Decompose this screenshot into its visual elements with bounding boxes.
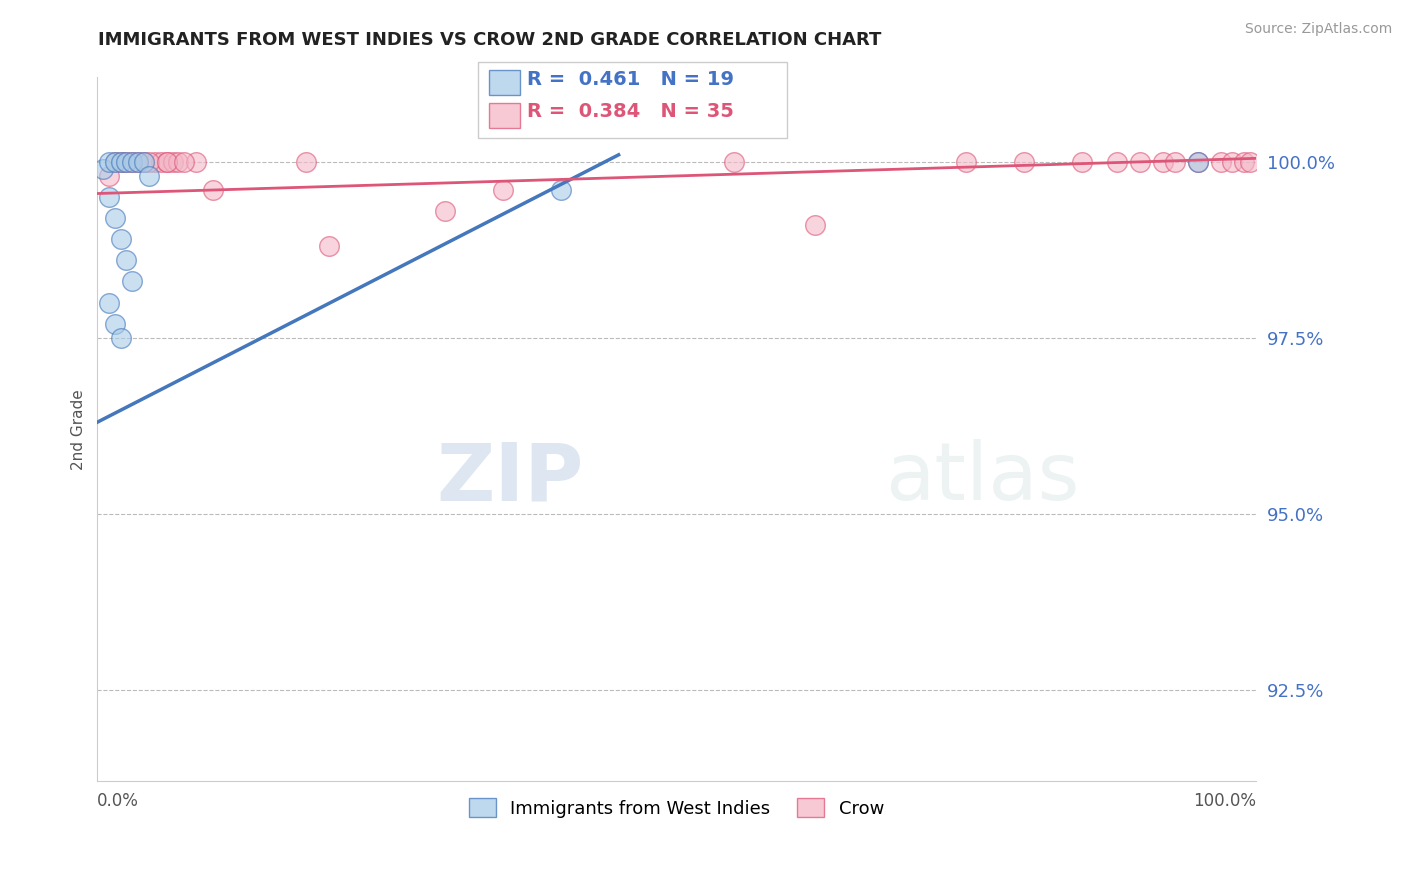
Point: [1163, 154, 1185, 169]
Point: [173, 154, 195, 169]
Point: [804, 218, 827, 232]
Point: [115, 154, 138, 169]
Point: [492, 183, 515, 197]
Point: [121, 154, 143, 169]
Point: [104, 211, 127, 226]
Point: [1209, 154, 1232, 169]
Point: [104, 317, 127, 331]
Point: [97, 154, 120, 169]
Point: [1187, 154, 1209, 169]
Point: [121, 275, 143, 289]
Text: IMMIGRANTS FROM WEST INDIES VS CROW 2ND GRADE CORRELATION CHART: IMMIGRANTS FROM WEST INDIES VS CROW 2ND …: [98, 31, 882, 49]
Point: [97, 295, 120, 310]
Point: [318, 239, 340, 253]
Point: [184, 154, 207, 169]
Point: [955, 154, 977, 169]
Point: [121, 154, 143, 169]
Point: [1239, 154, 1261, 169]
Point: [110, 232, 132, 246]
Legend: Immigrants from West Indies, Crow: Immigrants from West Indies, Crow: [461, 791, 891, 825]
Point: [1070, 154, 1092, 169]
Point: [97, 169, 120, 183]
Point: [1233, 154, 1256, 169]
Point: [138, 169, 160, 183]
Text: R =  0.384   N = 35: R = 0.384 N = 35: [527, 102, 734, 120]
Text: R =  0.461   N = 19: R = 0.461 N = 19: [527, 70, 734, 88]
Point: [1222, 154, 1244, 169]
Text: Source: ZipAtlas.com: Source: ZipAtlas.com: [1244, 22, 1392, 37]
Y-axis label: 2nd Grade: 2nd Grade: [72, 389, 86, 469]
Point: [104, 154, 127, 169]
Point: [132, 154, 155, 169]
Text: 0.0%: 0.0%: [97, 791, 139, 810]
Point: [295, 154, 318, 169]
Point: [202, 183, 225, 197]
Point: [167, 154, 190, 169]
Point: [1012, 154, 1035, 169]
Point: [127, 154, 149, 169]
Point: [91, 161, 114, 176]
Point: [132, 154, 155, 169]
Point: [150, 154, 173, 169]
Point: [138, 154, 160, 169]
Point: [1129, 154, 1152, 169]
Point: [110, 154, 132, 169]
Point: [115, 154, 138, 169]
Point: [97, 190, 120, 204]
Point: [1105, 154, 1128, 169]
Point: [1187, 154, 1209, 169]
Point: [433, 204, 456, 219]
Point: [156, 154, 179, 169]
Point: [1152, 154, 1174, 169]
Point: [127, 154, 149, 169]
Point: [162, 154, 184, 169]
Point: [143, 154, 166, 169]
Point: [110, 331, 132, 345]
Text: 100.0%: 100.0%: [1192, 791, 1256, 810]
Point: [156, 154, 179, 169]
Point: [550, 183, 572, 197]
Point: [723, 154, 745, 169]
Point: [110, 154, 132, 169]
Text: atlas: atlas: [884, 440, 1080, 517]
Point: [115, 253, 138, 268]
Point: [104, 154, 127, 169]
Text: ZIP: ZIP: [437, 440, 583, 517]
